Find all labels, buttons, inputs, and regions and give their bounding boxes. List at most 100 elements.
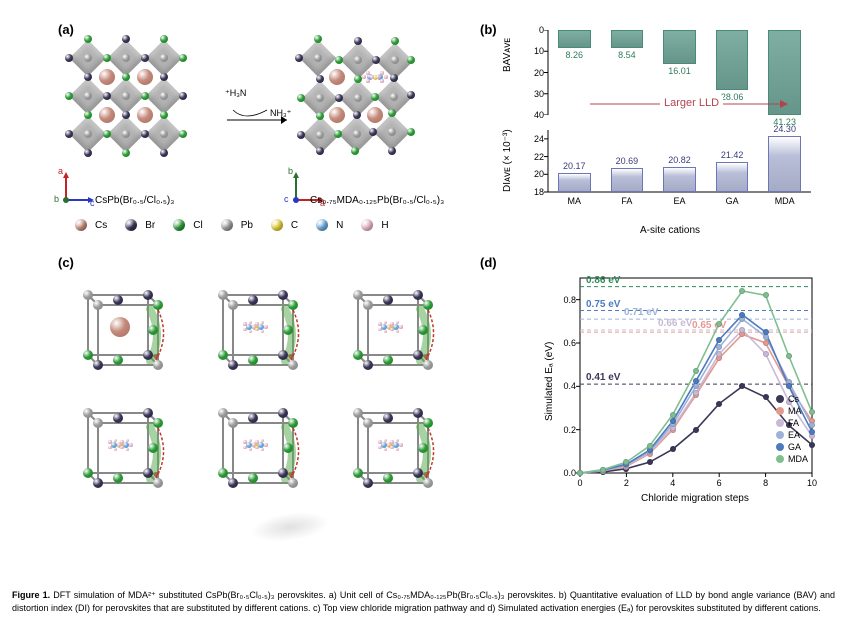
- cl-atom: [383, 355, 393, 365]
- pb-atom: [84, 92, 92, 100]
- br-atom: [353, 111, 361, 119]
- br-atom: [65, 130, 73, 138]
- pb-atom: [122, 54, 130, 62]
- corner-atom: [288, 360, 298, 370]
- series-point-GA: [739, 312, 745, 318]
- cl-atom: [418, 443, 428, 453]
- cl-atom: [407, 56, 415, 64]
- h-atom: [126, 439, 129, 442]
- bav-bar-FA: [611, 30, 644, 48]
- corner-atom: [278, 408, 288, 418]
- br-atom: [113, 295, 123, 305]
- d-ylabel: Simulated Eₐ (eV): [544, 341, 555, 420]
- h-atom: [384, 439, 387, 442]
- series-point-MDA: [623, 459, 629, 465]
- corner-atom: [353, 468, 363, 478]
- corner-atom: [278, 290, 288, 300]
- br-atom: [103, 92, 111, 100]
- figure-container: (a) (b) (c) (d) ⁺H₃N NH₃⁺ a b c b c a: [0, 0, 847, 625]
- d-xtick: 10: [795, 478, 829, 488]
- legend-label-cs: Cs: [95, 220, 107, 231]
- cl-atom: [248, 473, 258, 483]
- corner-atom: [93, 478, 103, 488]
- crystal-structure-left: [70, 40, 220, 190]
- pb-atom: [160, 54, 168, 62]
- peak-label: 0.66 eV: [658, 318, 692, 329]
- corner-atom: [413, 350, 423, 360]
- di-value-FA: 20.69: [605, 156, 649, 166]
- h-atom: [384, 75, 387, 78]
- legend-swatch-h: [361, 219, 373, 231]
- migration-cell-ma: [203, 275, 313, 375]
- bav-ytick: 20: [516, 68, 544, 78]
- activation-energy-chart: 02468100.00.20.40.60.80.86 eV0.75 eV0.71…: [540, 270, 820, 505]
- cl-atom: [418, 325, 428, 335]
- h-atom: [114, 439, 117, 442]
- pb-atom: [353, 130, 361, 138]
- corner-atom: [83, 290, 93, 300]
- corner-atom: [93, 418, 103, 428]
- br-atom: [160, 149, 168, 157]
- h-atom: [243, 440, 246, 443]
- cl-atom: [314, 35, 322, 43]
- cl-atom: [160, 111, 168, 119]
- corner-atom: [228, 300, 238, 310]
- h-atom: [390, 322, 393, 325]
- bav-ytick: 0: [516, 25, 544, 35]
- cl-atom: [122, 149, 130, 157]
- br-atom: [84, 73, 92, 81]
- d-ytick: 0.2: [548, 425, 576, 435]
- di-value-GA: 21.42: [710, 150, 754, 160]
- legend-swatch-pb: [221, 219, 233, 231]
- cs-atom: [367, 107, 383, 123]
- reaction-arrow: [225, 100, 295, 143]
- corner-atom: [228, 478, 238, 488]
- h-atom: [378, 440, 381, 443]
- series-point-GA: [693, 378, 699, 384]
- h-atom: [261, 439, 264, 442]
- corner-atom: [278, 468, 288, 478]
- h-atom: [378, 322, 381, 325]
- series-point-MDA: [809, 409, 815, 415]
- drop-shadow: [248, 508, 331, 547]
- br-atom: [122, 111, 130, 119]
- peak-label: 0.75 eV: [586, 299, 620, 310]
- xtick-EA: EA: [663, 196, 697, 206]
- h-atom: [396, 439, 399, 442]
- bav-ytick: 40: [516, 110, 544, 120]
- cs-atom: [99, 107, 115, 123]
- series-point-GA: [763, 329, 769, 335]
- legend-swatch-c: [271, 219, 283, 231]
- br-atom: [248, 295, 258, 305]
- br-atom: [122, 35, 130, 43]
- corner-atom: [363, 360, 373, 370]
- h-atom: [390, 440, 393, 443]
- series-point-FA: [739, 327, 745, 333]
- h-atom: [376, 75, 379, 78]
- legend-item-Cs: Cs: [776, 393, 808, 405]
- corner-atom: [143, 290, 153, 300]
- peak-label: 0.71 eV: [624, 307, 658, 318]
- corner-atom: [93, 300, 103, 310]
- panel-label-d: (d): [480, 255, 497, 270]
- br-atom: [388, 147, 396, 155]
- di-bar-MDA: [768, 136, 801, 192]
- legend-item-GA: GA: [776, 441, 808, 453]
- caption-body: DFT simulation of MDA²⁺ substituted CsPb…: [12, 590, 835, 613]
- d-ytick: 0.8: [548, 295, 576, 305]
- arrow-label-top: ⁺H₃N: [225, 88, 246, 99]
- series-point-GA: [786, 383, 792, 389]
- br-atom: [141, 54, 149, 62]
- corner-atom: [153, 300, 163, 310]
- cl-atom: [65, 92, 73, 100]
- h-atom: [129, 443, 132, 446]
- br-atom: [295, 54, 303, 62]
- corner-atom: [423, 300, 433, 310]
- cl-atom: [383, 473, 393, 483]
- legend-swatch-n: [316, 219, 328, 231]
- arrow-label-bot: NH₃⁺: [270, 108, 291, 119]
- bav-ytick: 30: [516, 89, 544, 99]
- legend-label-c: C: [291, 220, 298, 231]
- h-atom: [249, 321, 252, 324]
- h-atom: [362, 75, 365, 78]
